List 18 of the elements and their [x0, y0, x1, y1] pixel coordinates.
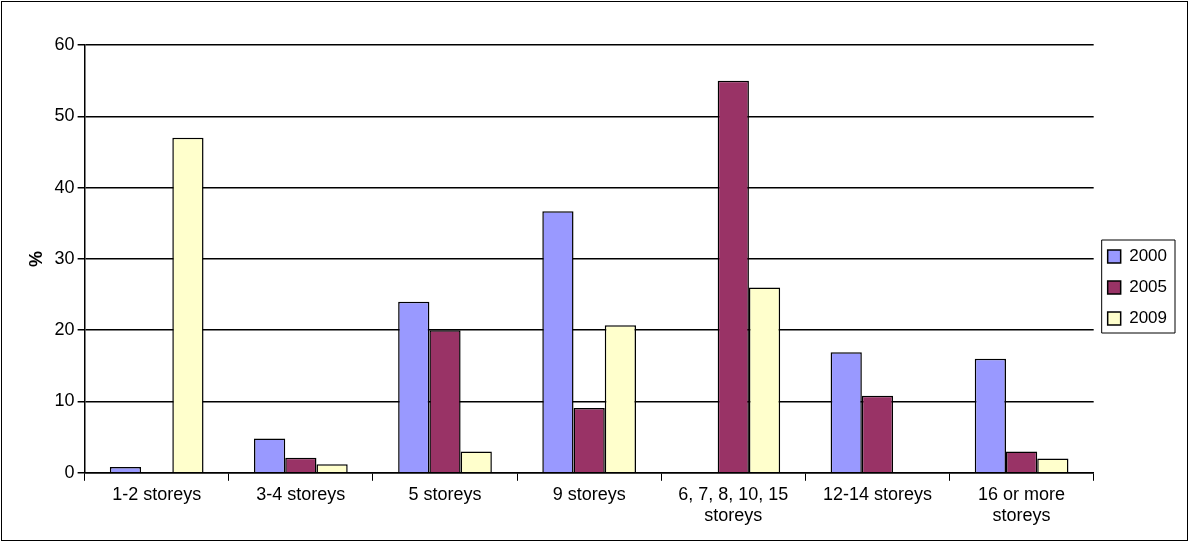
- x-tick-label: 3-4 storeys: [256, 483, 346, 504]
- y-tick-label: 50: [54, 105, 75, 126]
- y-axis-title: %: [25, 250, 46, 267]
- x-tick-label: 12-14 storeys: [822, 483, 932, 504]
- x-tick-label: 1-2 storeys: [112, 483, 202, 504]
- x-tick-label: 6, 7, 8, 10, 15 storeys: [678, 483, 789, 526]
- x-tick-label: 16 or more storeys: [978, 483, 1066, 526]
- y-tick-label: 40: [54, 176, 75, 197]
- y-tick-label: 30: [54, 247, 75, 268]
- x-tick-label: 5 storeys: [408, 483, 482, 504]
- y-tick-label: 20: [54, 319, 75, 340]
- legend-label: 2005: [1129, 277, 1168, 297]
- legend-label: 2000: [1129, 246, 1168, 266]
- x-tick-label: 9 storeys: [552, 483, 626, 504]
- y-tick-label: 0: [64, 461, 75, 482]
- y-tick-label: 60: [54, 33, 75, 54]
- legend-label: 2009: [1129, 308, 1168, 328]
- y-tick-label: 10: [54, 390, 75, 411]
